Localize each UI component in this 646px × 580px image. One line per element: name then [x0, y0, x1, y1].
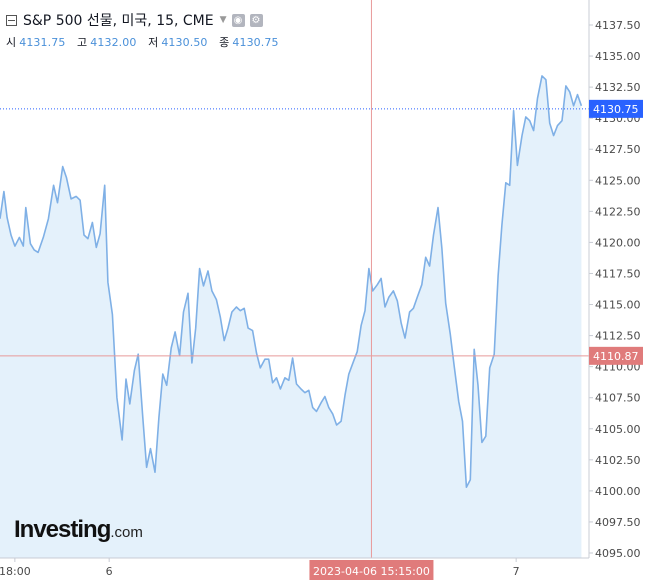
- high-value: 4132.00: [90, 36, 137, 49]
- x-tick-label: 7: [513, 565, 520, 578]
- y-tick-label: 4115.00: [595, 299, 641, 312]
- y-tick-label: 4105.00: [595, 423, 641, 436]
- y-tick-label: 4137.50: [595, 19, 641, 32]
- y-tick-label: 4112.50: [595, 330, 641, 343]
- y-tick-label: 4135.00: [595, 50, 641, 63]
- chart-legend: S&P 500 선물, 미국, 15, CME ▼ ◉ ⚙ 시 4131.75 고…: [6, 9, 287, 50]
- close-value: 4130.75: [232, 36, 279, 49]
- open-label: 시: [6, 36, 17, 49]
- y-axis[interactable]: 4137.504135.004132.504130.004127.504125.…: [589, 19, 641, 560]
- y-tick-label: 4100.00: [595, 485, 641, 498]
- y-tick-label: 4117.50: [595, 267, 641, 280]
- axis-tags: 4130.75 4110.87 2023-04-06 15:15:00: [309, 99, 643, 580]
- y-tick-label: 4125.00: [595, 174, 641, 187]
- open-value: 4131.75: [19, 36, 66, 49]
- high-label: 고: [77, 36, 88, 49]
- investing-logo: Investing.com: [14, 516, 143, 544]
- logo-suffix-text: .com: [110, 524, 143, 541]
- y-tick-label: 4122.50: [595, 205, 641, 218]
- y-tick-label: 4127.50: [595, 143, 641, 156]
- y-tick-label: 4095.00: [595, 547, 641, 560]
- crosshair-price-tag: 4110.87: [593, 350, 639, 363]
- caret-down-icon[interactable]: ▼: [219, 15, 227, 25]
- low-value: 4130.50: [161, 36, 208, 49]
- y-tick-label: 4097.50: [595, 516, 641, 529]
- low-label: 저: [148, 36, 159, 49]
- gear-icon[interactable]: ⚙: [249, 13, 263, 27]
- current-price-tag: 4130.75: [593, 103, 639, 116]
- close-label: 종: [219, 36, 230, 49]
- y-tick-label: 4132.50: [595, 81, 641, 94]
- crosshair-price-tag-bg: [589, 346, 643, 365]
- price-area-fill: [0, 75, 582, 559]
- current-price-tag-bg: [589, 99, 643, 118]
- price-line: [0, 75, 583, 488]
- crosshair-time-tag: 2023-04-06 15:15:00: [313, 565, 430, 578]
- symbol-title[interactable]: S&P 500 선물, 미국, 15, CME: [23, 13, 214, 29]
- y-tick-label: 4107.50: [595, 392, 641, 405]
- collapse-box-icon[interactable]: [6, 14, 17, 26]
- crosshair-time-tag-bg: [309, 560, 434, 580]
- y-tick-label: 4120.00: [595, 236, 641, 249]
- x-tick-label: 18:00: [0, 565, 31, 578]
- ohlc-values: 시 4131.75 고 4132.00 저 4130.50 종 4130.75: [6, 34, 287, 50]
- x-tick-label: 6: [106, 565, 113, 578]
- y-tick-label: 4102.50: [595, 454, 641, 467]
- logo-main-text: Investing: [14, 516, 111, 543]
- x-axis[interactable]: 18:00 6 7: [0, 558, 520, 578]
- eye-icon[interactable]: ◉: [231, 13, 245, 27]
